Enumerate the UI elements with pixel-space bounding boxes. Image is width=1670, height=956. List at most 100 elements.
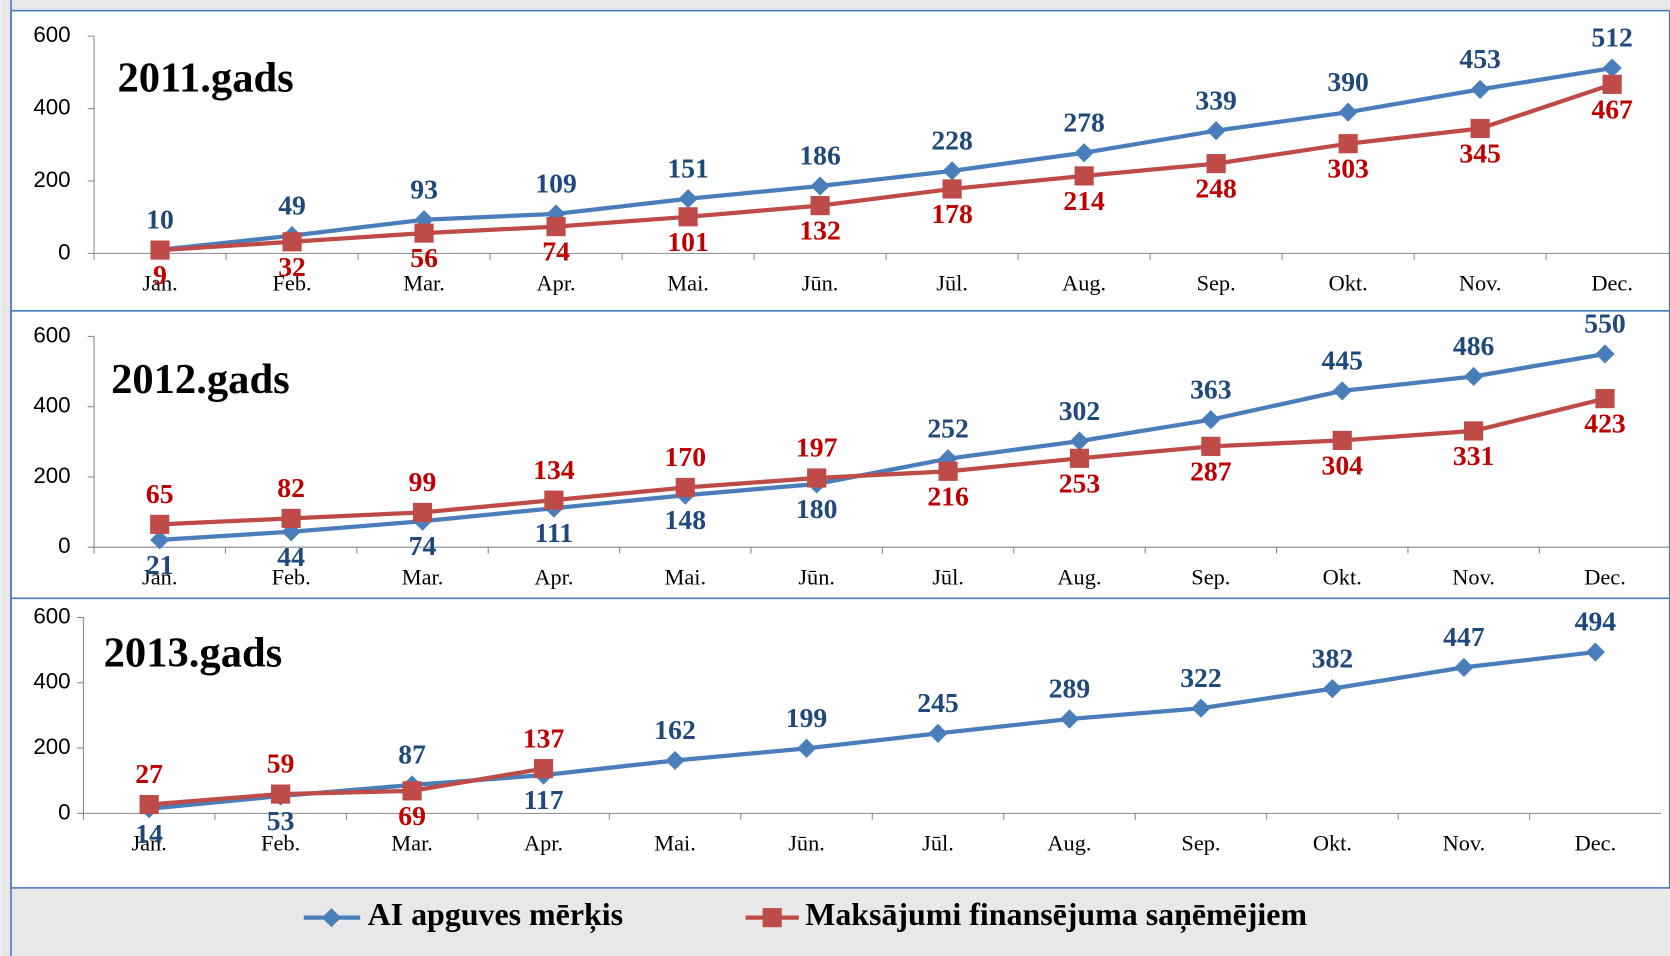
x-tick-label: Feb. [272, 564, 311, 589]
x-tick-label: Jūl. [936, 270, 968, 295]
data-label: 74 [542, 236, 570, 267]
y-tick-label: 600 [33, 22, 70, 47]
data-label: 486 [1453, 330, 1495, 361]
x-tick-label: Dec. [1591, 270, 1633, 295]
data-label: 21 [146, 549, 174, 580]
marker [281, 508, 301, 528]
x-tick-label: Aug. [1057, 564, 1101, 589]
marker [1338, 102, 1358, 122]
data-label: 53 [267, 805, 295, 836]
x-tick-label: Dec. [1575, 830, 1617, 855]
series-line [159, 82, 1613, 253]
x-tick-label: Jūn. [798, 564, 835, 589]
x-tick-label: Sep. [1197, 270, 1236, 295]
marker [1464, 421, 1484, 441]
marker [271, 784, 291, 804]
marker [1074, 166, 1094, 186]
x-tick-label: Jūl. [922, 830, 954, 855]
y-tick-label: 0 [58, 239, 70, 264]
marker [665, 750, 685, 771]
legend-label: Maksājumi finansējuma saņēmējiem [805, 897, 1307, 933]
marker [150, 530, 170, 550]
legend: AI apguves mērķis Maksājumi finansējuma … [303, 897, 1307, 933]
y-tick-label: 400 [33, 94, 70, 119]
data-label: 93 [410, 173, 438, 204]
data-label: 423 [1584, 408, 1625, 439]
x-tick-label: Mai. [664, 564, 706, 589]
data-label: 117 [524, 784, 564, 815]
y-tick-label: 600 [33, 322, 70, 347]
data-label: 199 [786, 702, 827, 733]
data-label: 27 [135, 758, 163, 789]
data-label: 512 [1591, 22, 1632, 53]
marker [1074, 143, 1094, 163]
marker [546, 217, 566, 237]
data-label: 228 [931, 125, 972, 156]
data-label: 322 [1180, 662, 1221, 693]
x-tick-label: Apr. [537, 270, 576, 295]
y-tick-label: 400 [33, 393, 70, 418]
data-label: 289 [1049, 673, 1090, 704]
marker [938, 461, 958, 481]
data-label: 390 [1327, 66, 1368, 97]
marker [150, 514, 170, 534]
marker [1602, 74, 1622, 94]
data-label: 303 [1327, 153, 1368, 184]
marker [1069, 448, 1090, 468]
data-label: 248 [1195, 173, 1236, 204]
data-label: 49 [278, 189, 306, 220]
data-label: 363 [1190, 373, 1231, 404]
data-label: 453 [1459, 43, 1500, 74]
marker [678, 189, 698, 209]
chart-title: 2011.gads [117, 55, 293, 102]
x-tick-label: Aug. [1047, 830, 1091, 855]
data-label: 162 [654, 714, 695, 745]
data-label: 134 [533, 454, 575, 485]
x-tick-label: Nov. [1443, 830, 1486, 855]
data-label: 178 [931, 198, 972, 229]
data-label: 151 [667, 152, 708, 183]
marker [1454, 657, 1474, 677]
y-tick-label: 200 [33, 734, 70, 759]
data-label: 56 [410, 242, 438, 273]
data-label: 74 [409, 530, 437, 561]
data-label: 216 [927, 480, 969, 511]
x-tick-label: Mai. [667, 270, 709, 295]
data-label: 382 [1312, 642, 1353, 673]
marker [942, 179, 962, 199]
x-tick-label: Mai. [654, 830, 696, 855]
x-tick-label: Jan. [131, 830, 166, 855]
marker [1464, 366, 1484, 387]
marker [1585, 642, 1605, 662]
data-label: 278 [1063, 106, 1104, 137]
data-label: 253 [1059, 467, 1100, 498]
marker [1206, 154, 1226, 174]
y-tick-label: 0 [58, 799, 70, 824]
legend-marker [762, 908, 782, 928]
marker [1059, 709, 1080, 729]
x-tick-label: Jūn. [802, 270, 839, 295]
series-line [148, 649, 1596, 811]
marker [139, 794, 159, 815]
x-tick-label: Mar. [403, 270, 445, 295]
marker [1206, 121, 1226, 141]
data-label: 467 [1591, 93, 1633, 124]
x-tick-label: Apr. [524, 830, 563, 855]
x-tick-label: Jūn. [788, 830, 825, 855]
data-label: 111 [535, 517, 573, 548]
data-label: 82 [277, 472, 305, 503]
marker [807, 468, 827, 488]
data-label: 345 [1459, 138, 1500, 169]
data-label: 69 [398, 800, 426, 831]
x-tick-label: Feb. [261, 830, 300, 855]
marker [1201, 410, 1221, 430]
series-line [159, 65, 1613, 252]
data-label: 59 [267, 748, 295, 779]
legend-label: AI apguves mērķis [368, 897, 623, 933]
x-tick-label: Jūl. [932, 564, 964, 589]
data-label: 287 [1190, 455, 1232, 486]
marker [1069, 431, 1090, 451]
marker [533, 759, 554, 779]
data-label: 87 [398, 739, 426, 770]
